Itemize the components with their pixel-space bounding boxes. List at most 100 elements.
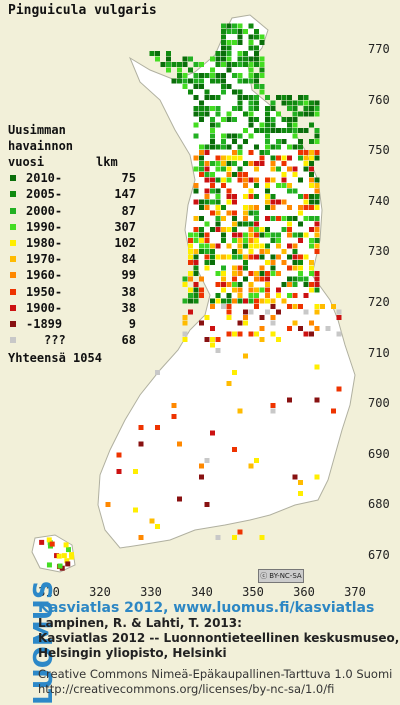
observation-square xyxy=(193,106,199,111)
observation-square xyxy=(287,397,292,403)
observation-square xyxy=(221,56,226,62)
observation-square xyxy=(254,128,259,133)
observation-square xyxy=(199,287,204,293)
observation-square xyxy=(232,117,237,122)
observation-square xyxy=(276,183,281,188)
license-url[interactable]: http://creativecommons.org/licenses/by-n… xyxy=(38,682,335,696)
observation-square xyxy=(237,408,243,414)
observation-square xyxy=(221,84,226,89)
observation-square xyxy=(237,166,243,172)
observation-square xyxy=(287,276,292,282)
observation-square xyxy=(204,144,210,150)
observation-square xyxy=(182,337,188,342)
observation-square xyxy=(199,474,204,480)
observation-square xyxy=(204,111,210,117)
atlas-link[interactable]: Kasviatlas 2012, www.luomus.fi/kasviatla… xyxy=(38,600,375,616)
observation-square xyxy=(221,227,226,232)
legend-row-label: 2000- xyxy=(26,203,63,218)
observation-square xyxy=(155,524,160,529)
legend-row: -1899 9 xyxy=(8,316,136,332)
observation-square xyxy=(116,452,122,458)
observation-square xyxy=(215,293,221,298)
observation-square xyxy=(160,62,166,67)
observation-square xyxy=(287,183,292,188)
observation-square xyxy=(204,260,210,265)
observation-square xyxy=(177,496,182,502)
observation-square xyxy=(254,227,259,232)
observation-square xyxy=(298,150,303,155)
legend-row-count: 87 xyxy=(121,203,136,218)
observation-square xyxy=(215,194,221,199)
observation-square xyxy=(281,282,287,287)
observation-square xyxy=(276,238,281,243)
observation-square xyxy=(243,210,248,216)
observation-square xyxy=(259,265,265,271)
observation-square xyxy=(287,216,292,221)
observation-square xyxy=(193,249,199,254)
legend-swatch xyxy=(10,320,16,327)
observation-square xyxy=(314,474,320,480)
observation-square xyxy=(188,249,193,254)
observation-square xyxy=(188,56,193,62)
observation-square xyxy=(254,194,259,199)
observation-square xyxy=(281,227,287,232)
observation-square xyxy=(232,29,237,34)
observation-square xyxy=(232,210,237,216)
observation-square xyxy=(210,304,215,309)
observation-square xyxy=(221,254,226,260)
observation-square xyxy=(248,463,254,469)
observation-square xyxy=(133,469,138,474)
observation-square xyxy=(254,177,259,183)
observation-square xyxy=(243,216,248,221)
legend-row: 2000- 87 xyxy=(8,203,136,219)
observation-square xyxy=(226,23,232,29)
observation-square xyxy=(265,128,270,133)
observation-square xyxy=(314,282,320,287)
observation-square xyxy=(248,45,254,51)
observation-square xyxy=(215,106,221,111)
observation-square xyxy=(199,166,204,172)
observation-square xyxy=(292,232,298,238)
observation-square xyxy=(138,535,144,540)
observation-square xyxy=(259,337,265,342)
observation-square xyxy=(270,408,276,414)
observation-square xyxy=(182,315,188,320)
observation-square xyxy=(63,542,69,548)
east-label: 330 xyxy=(140,585,162,599)
observation-square xyxy=(182,84,188,89)
observation-square xyxy=(259,122,265,128)
observation-square xyxy=(210,254,215,260)
observation-square xyxy=(226,331,232,337)
observation-square xyxy=(215,177,221,183)
observation-square xyxy=(237,232,243,238)
observation-square xyxy=(303,199,309,205)
observation-square xyxy=(226,227,232,232)
observation-square xyxy=(292,106,298,111)
observation-square xyxy=(265,293,270,298)
observation-square xyxy=(221,205,226,210)
observation-square xyxy=(199,276,204,282)
observation-square xyxy=(248,106,254,111)
east-label: 340 xyxy=(191,585,213,599)
observation-square xyxy=(226,210,232,216)
observation-square xyxy=(248,177,254,183)
observation-square xyxy=(215,111,221,117)
observation-square xyxy=(237,221,243,227)
cc-license-badge[interactable]: ⓒ BY-NC-SA xyxy=(258,569,304,583)
observation-square xyxy=(248,287,254,293)
observation-square xyxy=(215,337,221,342)
observation-square xyxy=(226,188,232,194)
observation-square xyxy=(182,331,188,337)
observation-square xyxy=(221,232,226,238)
observation-square xyxy=(265,106,270,111)
observation-square xyxy=(298,480,303,485)
observation-square xyxy=(232,155,237,161)
observation-square xyxy=(232,232,237,238)
observation-square xyxy=(270,315,276,320)
observation-square xyxy=(57,563,63,569)
observation-square xyxy=(199,238,204,243)
observation-square xyxy=(309,122,314,128)
observation-square xyxy=(287,282,292,287)
observation-square xyxy=(265,95,270,100)
observation-square xyxy=(265,243,270,249)
